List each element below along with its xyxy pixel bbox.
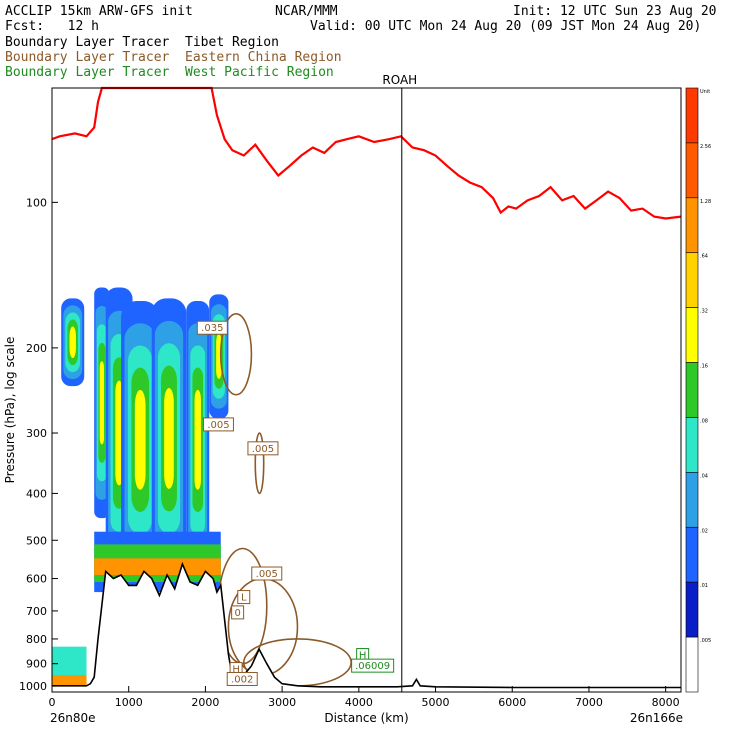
colorbar-label: .005 [700,638,711,644]
x-tick-label: 5000 [422,696,450,709]
colorbar-swatch [685,472,699,528]
contour-label-text: 0 [234,608,240,619]
y-tick-label: 100 [26,196,47,209]
colorbar-swatch [685,581,699,638]
plume-band [194,389,201,490]
y-tick-label: 700 [26,605,47,618]
contour-label-text: H [359,651,367,662]
contour-line [254,432,265,495]
plume-band [99,361,105,445]
colorbar-label: 1.28 [700,199,711,205]
center-name: NCAR/MMM [275,4,338,19]
x-axis-ticks: 0 1000 2000 3000 4000 5000 6000 7000 8000 [49,686,680,709]
x-tick-label: 4000 [345,696,373,709]
x-axis-label: Distance (km) [324,711,408,725]
tibet-tracer-plumes [52,287,229,686]
contour-label-text: .005 [207,420,229,431]
west-boundary-band [52,675,87,686]
colorbar-swatch [685,636,699,693]
colorbar-label: .02 [700,528,708,534]
boundary-layer-band [94,558,221,576]
colorbar: Unit 2.56 1.28 .64 .32 .16 .08 .04 .02 .01 .005 [685,87,711,693]
x-tick-label: 0 [49,696,56,709]
colorbar-label: .01 [700,583,708,589]
colorbar-swatch [685,307,699,363]
plume-band [216,334,222,379]
colorbar-swatch [685,142,699,199]
y-axis-ticks: 100 200 300 400 500 600 700 800 900 1000 [19,196,58,693]
tropopause-line [51,86,682,220]
colorbar-label: .64 [700,254,708,260]
terrain-line [52,561,681,689]
contour-label-text: .06009 [355,661,390,672]
contour-label-text: .005 [256,569,278,580]
colorbar-label: .08 [700,418,708,424]
x-tick-label: 2000 [191,696,219,709]
y-tick-label: 1000 [19,680,47,693]
plume-band [134,389,146,490]
colorbar-swatch [685,87,699,144]
terrain-fill [52,564,681,692]
colorbar-swatch [685,526,699,583]
colorbar-swatch [685,417,699,473]
y-axis-label: Pressure (hPa), log scale [3,337,17,484]
colorbar-label: .04 [700,473,708,479]
plume-band [164,388,174,489]
plot-frame [51,87,682,693]
legend-eastern-china: Boundary Layer Tracer Eastern China Regi… [5,50,342,65]
contour-label-text: .005 [252,444,274,455]
y-tick-label: 600 [26,573,47,586]
x-tick-label: 1000 [115,696,143,709]
contour-label-box [251,566,283,581]
forecast-hour: Fcst: 12 h [5,19,99,34]
plume-band [69,326,76,359]
colorbar-swatch [685,362,699,418]
legend-west-pacific: Boundary Layer Tracer West Pacific Regio… [5,65,334,80]
marker-label: ROAH [382,73,417,87]
colorbar-swatch [685,252,699,308]
valid-time: Valid: 00 UTC Mon 24 Aug 20 (09 JST Mon … [310,19,702,34]
x-tick-label: 3000 [268,696,296,709]
contour-label-box [351,658,395,673]
y-tick-label: 500 [26,534,47,547]
init-time: Init: 12 UTC Sun 23 Aug 20 [513,4,717,19]
contour-label-text: H [232,665,240,676]
contour-label-box [196,320,228,335]
y-tick-label: 900 [26,658,47,671]
colorbar-label: 2.56 [700,144,711,150]
colorbar-label: Unit [700,89,710,95]
y-tick-label: 300 [26,427,47,440]
contour-label-box [237,590,251,605]
x-tick-label: 8000 [652,696,680,709]
contour-line [219,312,253,396]
y-tick-label: 800 [26,633,47,646]
plume-band [115,380,123,486]
y-tick-label: 200 [26,342,47,355]
y-tick-label: 400 [26,487,47,500]
contour-label-box [247,441,279,456]
eastern-china-contours [217,312,352,687]
contour-label-text: .002 [231,674,253,685]
legend-tibet: Boundary Layer Tracer Tibet Region [5,35,279,50]
endpoint-right: 26n166e [630,711,683,725]
contour-label-text: L [241,593,247,604]
contour-label-box [231,605,245,620]
contour-label-text: .035 [201,323,223,334]
contour-label-box [226,671,258,686]
plot-title: ACCLIP 15km ARW-GFS init [5,4,193,19]
colorbar-label: .16 [700,364,708,370]
colorbar-label: .32 [700,309,708,315]
colorbar-swatch [685,197,699,254]
endpoint-left: 26n80e [50,711,96,725]
x-tick-label: 7000 [575,696,603,709]
contour-label-box [202,417,234,432]
x-tick-label: 6000 [498,696,526,709]
